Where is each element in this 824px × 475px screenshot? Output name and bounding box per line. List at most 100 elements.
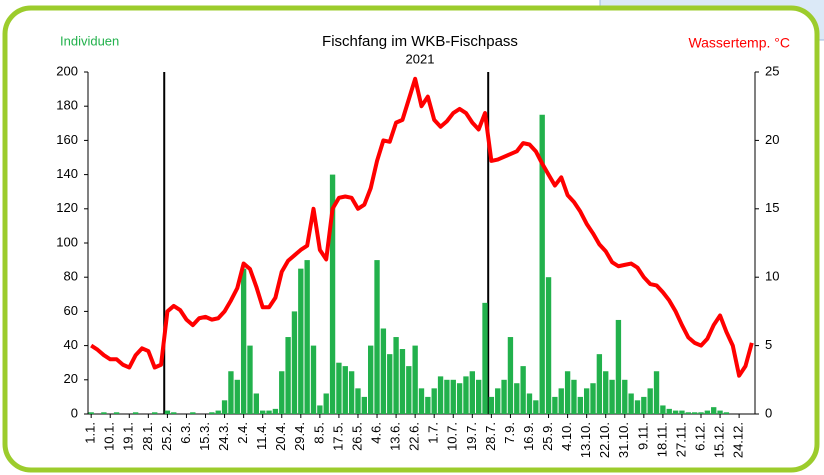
x-tick-label: 13.6.	[388, 422, 403, 451]
frame	[2, 5, 820, 473]
bar	[495, 388, 501, 414]
y-tick-label: 80	[64, 269, 78, 284]
bar	[342, 366, 348, 414]
bar	[437, 376, 444, 414]
bar	[317, 405, 323, 414]
bar	[279, 371, 285, 414]
bar	[558, 388, 564, 414]
x-tick-label: 22.6.	[407, 422, 422, 451]
bar	[247, 345, 253, 414]
bar	[666, 408, 672, 414]
bar	[482, 302, 488, 414]
bar	[215, 410, 221, 414]
bar	[698, 412, 704, 414]
bar	[711, 407, 717, 414]
bar	[260, 410, 266, 414]
bar	[463, 376, 469, 414]
bar	[647, 388, 653, 414]
y-tick-label: 40	[64, 337, 78, 352]
bar	[272, 408, 279, 414]
chart-subtitle: 2021	[406, 51, 435, 66]
x-tick-label: 4.10.	[559, 422, 574, 451]
x-tick-label: 25.2.	[159, 422, 174, 451]
chart-title: Fischfang im WKB-Fischpass	[322, 33, 518, 50]
y-tick-label: 160	[56, 132, 78, 147]
y-tick-label: 180	[56, 98, 78, 113]
x-tick-label: 31.10.	[616, 422, 631, 458]
x-tick-label: 25.9.	[540, 422, 555, 451]
bar	[412, 345, 418, 414]
x-tick-label: 6.12.	[692, 422, 707, 451]
x-tick-label: 24.3.	[216, 422, 231, 451]
bar	[425, 396, 431, 414]
bar	[253, 393, 260, 414]
bar	[355, 388, 361, 414]
bar	[240, 268, 247, 414]
bar	[577, 396, 583, 414]
x-tick-label: 10.7.	[445, 422, 460, 451]
bar	[336, 362, 342, 414]
bar	[444, 379, 450, 414]
x-tick-label: 28.1.	[140, 422, 155, 451]
x-tick-label: 17.5.	[330, 422, 345, 451]
bar	[545, 277, 552, 414]
y-tick-label: 100	[56, 234, 78, 249]
y2-tick-label: 0	[765, 405, 772, 420]
x-tick-label: 15.12.	[711, 422, 726, 458]
x-tick-label: 28.7.	[483, 422, 498, 451]
bar	[552, 396, 558, 414]
bar	[228, 371, 234, 414]
x-tick-label: 7.9.	[502, 422, 517, 444]
bar	[361, 396, 368, 414]
x-tick-label: 20.4.	[273, 422, 288, 451]
bar	[488, 396, 495, 414]
bar	[691, 412, 698, 414]
bar	[304, 260, 310, 414]
x-tick-label: 1.1.	[83, 422, 98, 444]
bar	[368, 345, 374, 414]
bar	[374, 260, 380, 414]
y-tick-label: 60	[64, 303, 78, 318]
bar	[88, 412, 94, 414]
x-tick-label: 24.12.	[731, 422, 746, 458]
y-tick-label: 120	[56, 200, 78, 215]
y2-tick-label: 25	[765, 63, 779, 78]
bar	[285, 337, 291, 414]
bar	[418, 388, 425, 414]
bar	[221, 400, 228, 414]
y-axis-label: Individuen	[60, 33, 119, 48]
bar	[533, 400, 539, 414]
bar	[564, 371, 571, 414]
bar	[583, 388, 590, 414]
y2-axis-label: Wassertemp. °C	[688, 35, 790, 51]
x-tick-label: 10.1.	[102, 422, 117, 451]
bar	[310, 345, 317, 414]
x-tick-label: 22.10.	[597, 422, 612, 458]
bar	[685, 412, 691, 414]
bar	[723, 412, 730, 414]
bar	[679, 410, 685, 414]
bar	[672, 410, 679, 414]
bar	[348, 371, 355, 414]
bar	[475, 379, 482, 414]
x-tick-label: 18.11.	[654, 422, 669, 457]
x-tick-label: 6.3.	[178, 422, 193, 444]
y-tick-label: 20	[64, 371, 78, 386]
bar	[539, 114, 545, 414]
x-tick-label: 2.4.	[235, 422, 250, 444]
bar	[190, 412, 196, 414]
bar	[571, 379, 577, 414]
bar	[469, 371, 475, 414]
bar	[393, 337, 399, 414]
y2-tick-label: 15	[765, 200, 779, 215]
bar	[456, 383, 463, 414]
x-tick-label: 19.7.	[464, 422, 479, 451]
x-tick-label: 8.5.	[311, 422, 326, 444]
y-tick-label: 0	[71, 405, 78, 420]
bar	[603, 371, 609, 414]
bar	[622, 379, 628, 414]
bar	[520, 366, 526, 414]
bar	[526, 393, 533, 414]
bar	[380, 328, 387, 414]
